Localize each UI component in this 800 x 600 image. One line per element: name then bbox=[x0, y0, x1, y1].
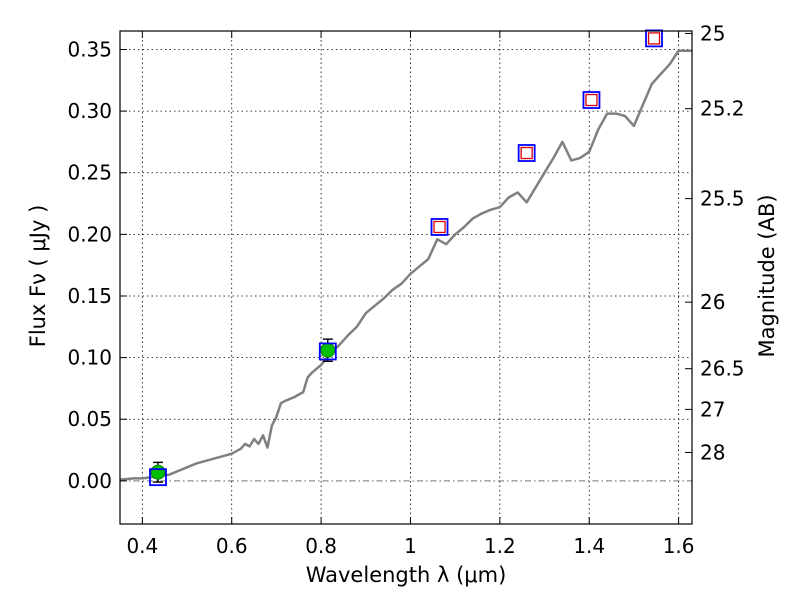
observed-point bbox=[150, 464, 166, 480]
model-square bbox=[149, 468, 167, 487]
x-tick-label: 0.6 bbox=[216, 534, 248, 558]
predicted-square bbox=[585, 93, 598, 107]
y2-tick-label: 26.5 bbox=[700, 357, 745, 381]
photometry-points bbox=[149, 29, 663, 487]
x-tick-label: 1 bbox=[404, 534, 417, 558]
x-axis-title: Wavelength λ (μm) bbox=[306, 563, 507, 587]
y2-tick-label: 27 bbox=[700, 397, 725, 421]
grid-lines bbox=[120, 31, 692, 524]
model-square bbox=[430, 218, 449, 236]
x-tick-label: 1.4 bbox=[573, 534, 605, 558]
model-square bbox=[582, 91, 601, 109]
x-tick-label: 0.8 bbox=[305, 534, 337, 558]
model-square bbox=[645, 29, 663, 48]
y-tick-label: 0.00 bbox=[67, 469, 112, 493]
y2-tick-label: 26 bbox=[700, 290, 725, 314]
y-axis-title: Flux Fν ( μJy ) bbox=[26, 205, 50, 348]
model-square bbox=[517, 144, 536, 162]
predicted-square bbox=[647, 32, 661, 45]
predicted-square bbox=[433, 220, 446, 234]
y-tick-label: 0.15 bbox=[67, 284, 112, 308]
x-tick-label: 1.6 bbox=[663, 534, 695, 558]
tick-labels: 0.4 0.6 0.8 1 1.2 1.4 1.6 0.00 0.05 0.10 0.15 0.20 0… bbox=[67, 21, 744, 558]
y-tick-label: 0.10 bbox=[67, 346, 112, 370]
x-tick-label: 1.2 bbox=[484, 534, 516, 558]
spectrum-line bbox=[119, 49, 692, 481]
x-tick-label: 0.4 bbox=[126, 534, 158, 558]
y-tick-label: 0.05 bbox=[67, 407, 112, 431]
y2-tick-label: 25 bbox=[700, 21, 725, 45]
y2-tick-label: 25.2 bbox=[700, 97, 745, 121]
plot-frame bbox=[119, 30, 693, 525]
y2-axis-title: Magnitude (AB) bbox=[755, 194, 779, 357]
y-tick-label: 0.20 bbox=[67, 222, 112, 246]
axis-ticks bbox=[120, 31, 692, 524]
y-tick-label: 0.25 bbox=[67, 161, 112, 185]
y-tick-label: 0.30 bbox=[67, 99, 112, 123]
y2-tick-label: 25.5 bbox=[700, 187, 745, 211]
predicted-square bbox=[520, 146, 533, 160]
spectrum-series bbox=[119, 49, 692, 481]
y2-tick-label: 28 bbox=[700, 441, 725, 465]
observed-point bbox=[320, 342, 336, 358]
model-square bbox=[318, 342, 337, 361]
y-tick-label: 0.35 bbox=[67, 37, 112, 61]
